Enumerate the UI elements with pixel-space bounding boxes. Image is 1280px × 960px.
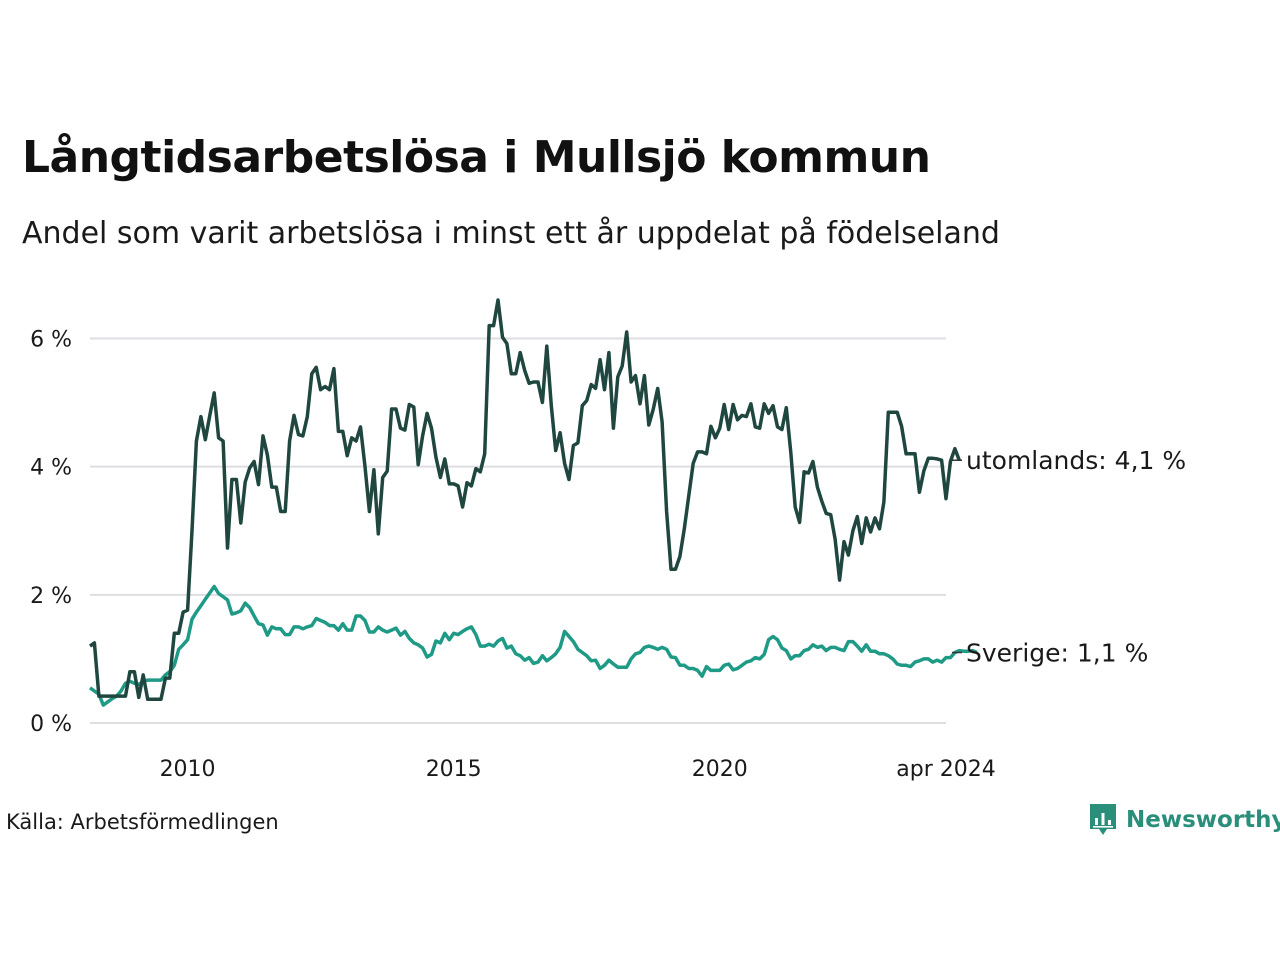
- y-axis-labels: 0 % 2 % 4 % 6 %: [30, 327, 72, 737]
- newsworthy-logo-icon: [1090, 804, 1116, 835]
- x-tick-label: 2020: [692, 757, 748, 782]
- y-tick-label: 0 %: [30, 712, 72, 737]
- chart-subtitle: Andel som varit arbetslösa i minst ett å…: [22, 216, 1000, 251]
- series-end-labels: Sverige: 1,1 % utomlands: 4,1 %: [952, 446, 1186, 668]
- series-line-sverige: [88, 584, 978, 707]
- brand-logo: Newsworthy: [1088, 802, 1280, 838]
- grid-lines: [90, 337, 946, 724]
- x-axis-labels: 2010 2015 2020 apr 2024: [160, 757, 996, 782]
- brand-name: Newsworthy: [1126, 807, 1280, 833]
- x-tick-label: 2010: [160, 757, 216, 782]
- y-tick-label: 6 %: [30, 327, 72, 352]
- x-tick-label: 2015: [426, 757, 482, 782]
- chart-title: Långtidsarbetslösa i Mullsjö kommun: [22, 132, 931, 183]
- source-note: Källa: Arbetsförmedlingen: [6, 810, 279, 834]
- y-tick-label: 2 %: [30, 584, 72, 609]
- x-tick-label: apr 2024: [896, 757, 995, 782]
- series-end-label-sverige: Sverige: 1,1 %: [966, 639, 1148, 668]
- series-end-label-utomlands: utomlands: 4,1 %: [966, 446, 1186, 475]
- y-tick-label: 4 %: [30, 456, 72, 481]
- series-lines: [88, 298, 978, 707]
- series-line-utomlands: [88, 298, 961, 702]
